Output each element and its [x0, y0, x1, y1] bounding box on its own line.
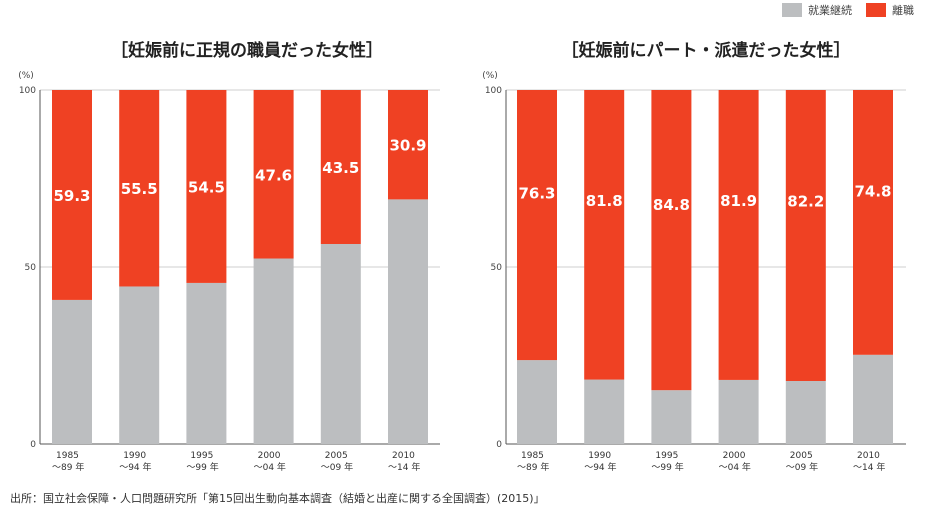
- bar-right-quit-3: [718, 90, 759, 380]
- bar-left-continue-2: [186, 282, 227, 444]
- x-tick-right-1-line2: 〜94 年: [584, 461, 616, 473]
- legend-swatch-quit: [866, 3, 886, 17]
- bar-right-quit-0: [517, 90, 557, 361]
- chart-title-left: ［妊娠前に正規の職員だった女性］: [111, 41, 383, 61]
- bar-right-quit-4: [785, 90, 826, 381]
- x-tick-left-4-line2: 〜09 年: [321, 461, 353, 473]
- bar-right-quit-1: [584, 90, 625, 380]
- chart-title-right: ［妊娠前にパート・派遣だった女性］: [561, 41, 851, 61]
- data-label-left-3: 47.6: [255, 166, 292, 184]
- data-label-right-2: 84.8: [653, 196, 690, 214]
- bar-right-continue-2: [651, 390, 692, 444]
- bar-left-continue-3: [253, 258, 294, 444]
- x-tick-left-2-line2: 〜99 年: [186, 461, 218, 473]
- x-tick-left-5-line1: 2010: [392, 451, 415, 461]
- y-tick-left-0: 0: [30, 440, 36, 450]
- x-tick-left-1-line1: 1990: [123, 451, 146, 461]
- x-tick-right-3-line2: 〜04 年: [719, 461, 751, 473]
- data-label-left-5: 30.9: [389, 137, 426, 155]
- legend-label-continue: 就業継続: [808, 4, 852, 17]
- x-tick-right-4-line2: 〜09 年: [786, 461, 818, 473]
- y-tick-left-50: 50: [25, 263, 37, 273]
- x-tick-right-3-line1: 2000: [723, 451, 746, 461]
- y-unit-left: (%): [18, 71, 34, 81]
- x-tick-left-4-line1: 2005: [325, 451, 348, 461]
- data-label-left-2: 54.5: [188, 178, 225, 196]
- data-label-right-1: 81.8: [586, 192, 623, 210]
- bar-right-continue-4: [785, 380, 826, 444]
- y-tick-right-100: 100: [485, 86, 502, 96]
- bar-right-continue-5: [853, 354, 893, 444]
- data-label-left-1: 55.5: [121, 180, 158, 198]
- bar-right-quit-2: [651, 90, 692, 391]
- x-tick-left-3-line1: 2000: [258, 451, 281, 461]
- x-tick-right-0-line1: 1985: [521, 451, 544, 461]
- bar-left-quit-5: [388, 90, 428, 200]
- x-tick-right-1-line1: 1990: [588, 451, 611, 461]
- y-tick-right-50: 50: [491, 263, 503, 273]
- data-label-right-0: 76.3: [518, 185, 555, 203]
- x-tick-right-5-line2: 〜14 年: [853, 461, 885, 473]
- x-tick-right-2-line1: 1995: [655, 451, 678, 461]
- legend-item-continue: 就業継続: [782, 2, 852, 18]
- x-tick-left-0-line1: 1985: [56, 451, 79, 461]
- bar-left-quit-0: [52, 90, 92, 300]
- bar-left-quit-1: [119, 90, 160, 287]
- bar-left-continue-5: [388, 199, 428, 444]
- y-tick-right-0: 0: [496, 440, 502, 450]
- x-tick-left-0-line2: 〜89 年: [52, 461, 84, 473]
- data-label-left-0: 59.3: [53, 187, 90, 205]
- y-unit-right: (%): [482, 71, 498, 81]
- x-tick-right-2-line2: 〜99 年: [651, 461, 683, 473]
- legend-swatch-continue: [782, 3, 802, 17]
- bar-left-quit-2: [186, 90, 227, 283]
- bar-left-quit-4: [320, 90, 361, 244]
- data-label-right-5: 74.8: [854, 183, 891, 201]
- x-tick-left-5-line2: 〜14 年: [388, 461, 420, 473]
- source-note: 出所：国立社会保障・人口問題研究所「第15回出生動向基本調査（結婚と出産に関する…: [10, 492, 545, 505]
- data-label-left-4: 43.5: [322, 159, 359, 177]
- x-tick-right-0-line2: 〜89 年: [517, 461, 549, 473]
- bar-left-quit-3: [253, 90, 294, 259]
- bar-right-continue-0: [517, 360, 557, 444]
- legend: 就業継続 離職: [768, 2, 914, 18]
- x-tick-right-5-line1: 2010: [857, 451, 880, 461]
- bar-left-continue-0: [52, 299, 92, 444]
- bar-left-continue-1: [119, 286, 160, 444]
- x-tick-left-1-line2: 〜94 年: [119, 461, 151, 473]
- data-label-right-3: 81.9: [720, 192, 757, 210]
- bar-right-continue-3: [718, 379, 759, 444]
- y-tick-left-100: 100: [19, 86, 36, 96]
- x-tick-right-4-line1: 2005: [790, 451, 813, 461]
- x-tick-left-2-line1: 1995: [190, 451, 213, 461]
- legend-label-quit: 離職: [892, 4, 914, 17]
- data-label-right-4: 82.2: [787, 193, 824, 211]
- bar-left-continue-4: [320, 243, 361, 444]
- legend-item-quit: 離職: [866, 2, 914, 18]
- bar-right-continue-1: [584, 379, 625, 444]
- x-tick-left-3-line2: 〜04 年: [254, 461, 286, 473]
- bar-right-quit-5: [853, 90, 893, 355]
